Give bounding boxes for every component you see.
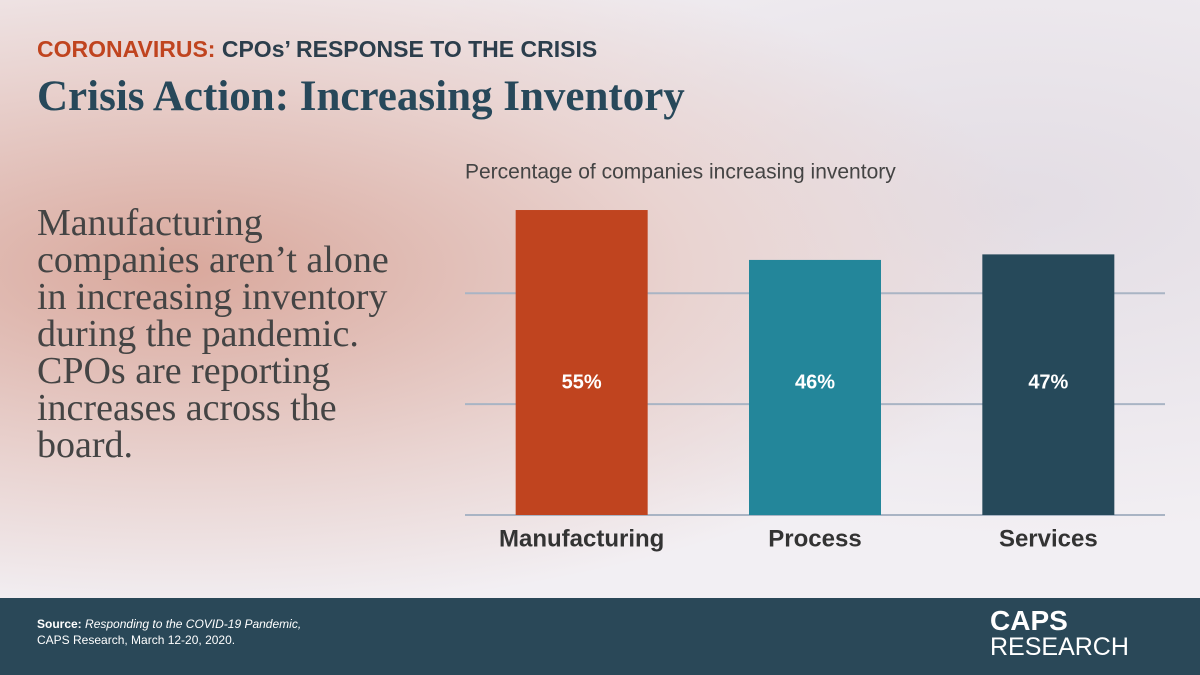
kicker-text: CPOs’ RESPONSE TO THE CRISIS bbox=[221, 36, 598, 62]
body-text: Manufacturing companies aren’t alone in … bbox=[37, 202, 389, 466]
bar bbox=[982, 254, 1115, 515]
value-label: 55% bbox=[562, 371, 602, 393]
x-tick-label: Manufacturing bbox=[499, 525, 664, 552]
logo-bottom: RESEARCH bbox=[990, 633, 1129, 661]
logo-top: CAPS bbox=[990, 605, 1068, 636]
title: Crisis Action: Increasing Inventory bbox=[37, 73, 685, 120]
kicker-highlight: CORONAVIRUS: bbox=[37, 36, 216, 62]
chart: Percentage of companies increasing inven… bbox=[465, 161, 1165, 552]
source-label: Source: bbox=[37, 617, 82, 631]
footer: Source: Responding to the COVID-19 Pande… bbox=[0, 598, 1200, 675]
kicker: CORONAVIRUS: CPOs’ RESPONSE TO THE CRISI… bbox=[37, 36, 597, 63]
bar bbox=[749, 259, 881, 515]
source-detail: CAPS Research, March 12-20, 2020. bbox=[37, 633, 236, 647]
x-tick-label: Services bbox=[999, 525, 1098, 552]
value-label: 46% bbox=[795, 371, 835, 393]
bar bbox=[515, 210, 648, 515]
logo: CAPS RESEARCH bbox=[990, 605, 1129, 661]
source-title: Responding to the COVID-19 Pandemic, bbox=[85, 617, 302, 631]
source: Source: Responding to the COVID-19 Pande… bbox=[37, 616, 301, 648]
x-tick-label: Process bbox=[768, 525, 861, 552]
chart-title: Percentage of companies increasing inven… bbox=[465, 161, 896, 184]
value-label: 47% bbox=[1028, 371, 1068, 393]
